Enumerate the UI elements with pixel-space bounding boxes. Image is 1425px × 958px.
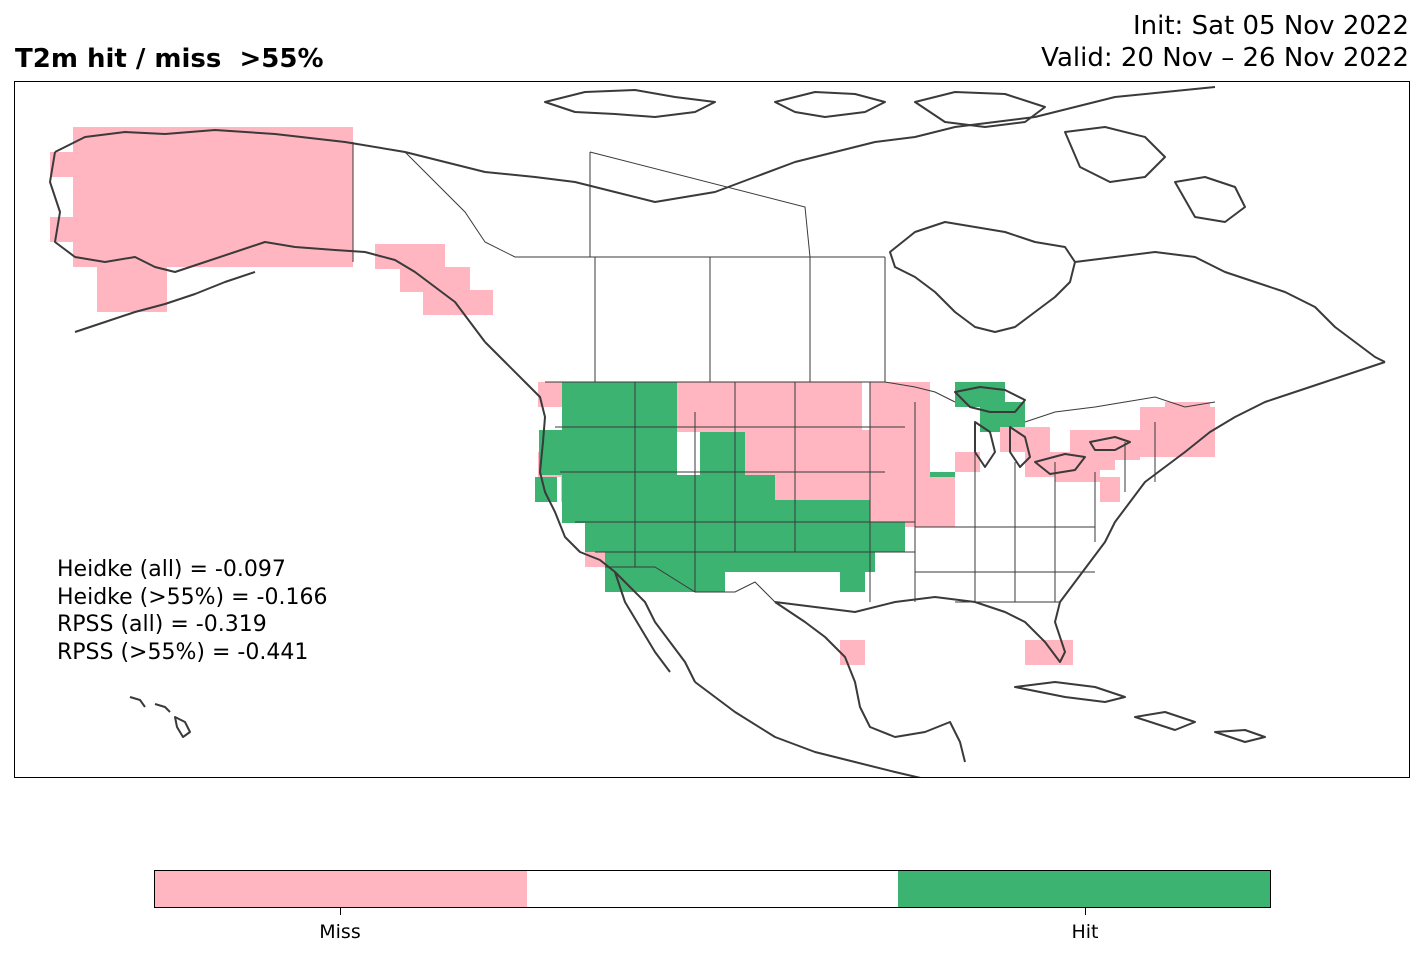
rpss-all: RPSS (all) = -0.319 [57,612,267,637]
rpss-55: RPSS (>55%) = -0.441 [57,639,309,665]
hit-cell-23 [700,430,745,475]
hit-miss-cells [50,127,1215,665]
colorbar-miss-segment [155,871,527,907]
miss-cell-8 [423,290,493,315]
hit-cell-20 [750,552,780,572]
colorbar-label-hit: Hit [1071,921,1099,943]
miss-cell-6 [375,244,445,269]
hit-cell-22 [840,552,865,592]
colorbar-label-miss: Miss [319,921,361,943]
miss-cell-2 [50,217,73,242]
miss-cell-32 [905,477,955,527]
colorbar-hit-segment [898,871,1271,907]
hit-cell-21 [795,550,835,570]
colorbar-tick-miss [340,908,341,915]
plot-title: T2m hit / miss >55% [15,44,324,74]
miss-cell-33 [955,452,980,472]
miss-cell-31 [870,477,910,522]
date-info: Init: Sat 05 Nov 2022 Valid: 20 Nov – 26… [1041,10,1409,74]
miss-cell-44 [840,640,865,665]
colorbar-tick-hit [1085,908,1086,915]
hit-cell-18 [655,552,725,592]
miss-cell-0 [73,127,353,267]
miss-cell-1 [50,152,73,177]
map-panel [14,81,1410,778]
heidke-55: Heidke (>55%) = -0.166 [57,584,328,610]
skill-scores: Heidke (all) = -0.097 Heidke (>55%) = -0… [57,556,327,666]
map-canvas [49,86,1386,777]
colorbar-neutral-segment [526,871,899,907]
miss-cell-28 [745,430,875,475]
heidke-all: Heidke (all) = -0.097 [57,557,286,582]
init-date: Init: Sat 05 Nov 2022 [1132,11,1409,41]
coastlines [49,86,1386,777]
miss-cell-42 [1100,477,1120,502]
hit-cell-13 [562,382,677,432]
miss-cell-41 [1165,402,1210,422]
hit-cell-14 [539,430,677,475]
colorbar [154,870,1271,908]
hit-cell-24 [535,477,557,502]
miss-cell-5 [97,267,167,312]
miss-cell-39 [1115,430,1140,460]
valid-date: Valid: 20 Nov – 26 Nov 2022 [1041,43,1409,73]
miss-cell-29 [775,475,870,500]
miss-cell-27 [677,382,862,432]
political-borders [352,142,1216,603]
